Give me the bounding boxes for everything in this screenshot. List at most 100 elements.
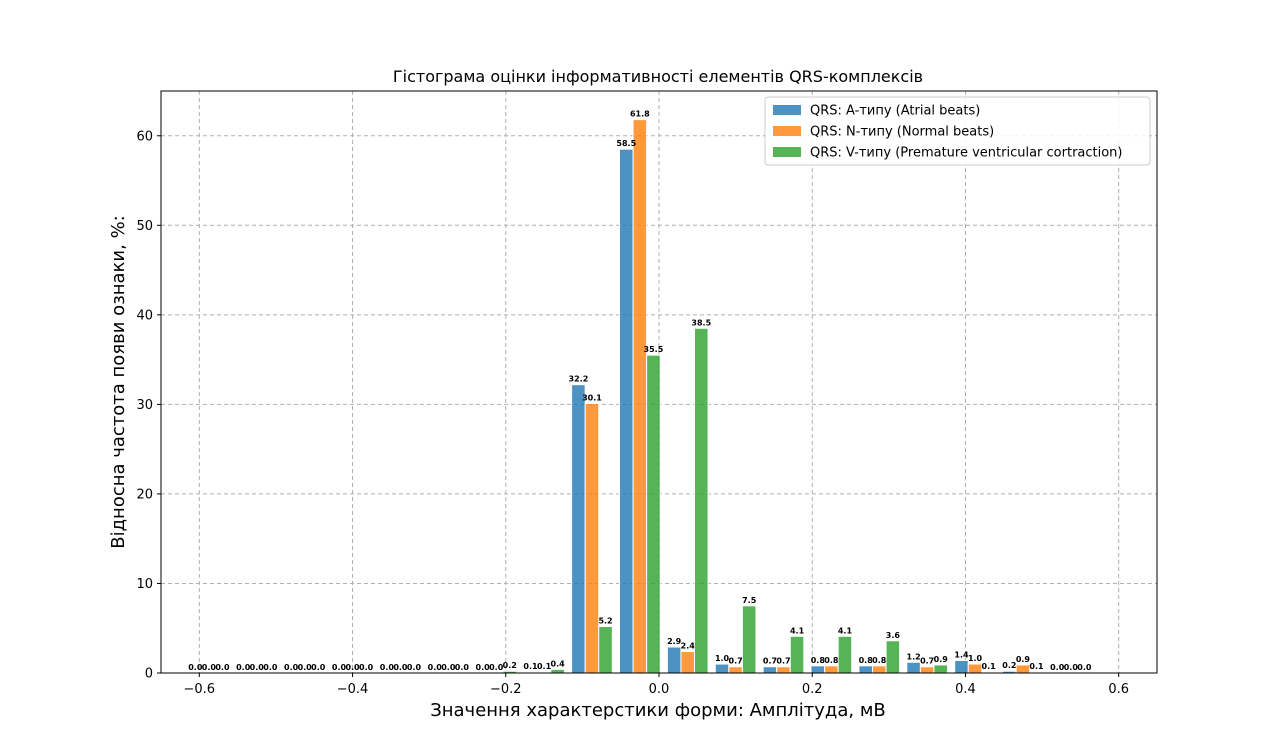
x-tick-label: −0.6 [184,682,216,697]
bar-value-label: 1.2 [907,652,921,661]
bar-value-label: 0.1 [537,662,552,671]
bar-value-label: 0.0 [202,663,217,672]
bar-value-label: 0.1 [1029,662,1044,671]
bar-value-label: 0.1 [982,662,997,671]
bar-value-label: 1.0 [968,654,983,663]
bar-value-label: 0.4 [551,659,566,668]
bar-value-label: 1.4 [954,650,969,659]
bar-value-label: 0.8 [872,656,887,665]
x-tick-label: −0.2 [490,682,522,697]
bar [967,663,983,674]
bar-value-label: 0.8 [811,656,826,665]
x-tick-label: 0.2 [802,682,823,697]
bar-value-label: 0.7 [763,657,777,666]
bar [680,651,696,674]
legend: QRS: A-типу (Atrial beats) QRS: N-типу (N… [764,96,1151,166]
bar [584,402,600,674]
bar [810,665,826,674]
y-tick-label: 20 [136,487,153,502]
y-tick-label: 60 [136,129,153,144]
bar [694,327,709,674]
bar-value-label: 0.0 [250,663,265,672]
bar-value-label: 58.5 [616,139,636,148]
bar [919,666,935,674]
chart-title: Гістограма оцінки інформативності елемен… [393,67,923,86]
bar [571,384,586,674]
bar [666,646,682,674]
bar-value-label: 0.0 [263,663,278,672]
bar [598,625,613,674]
legend-entry-label: QRS: N-типу (Normal beats) [810,125,994,140]
bar-value-label: 7.5 [742,596,757,605]
bar-value-label: 0.0 [407,663,422,672]
bar-value-label: 0.0 [345,663,360,672]
bar [762,666,778,674]
bar-value-label: 0.1 [523,662,538,671]
bar-value-label: 5.2 [598,616,612,625]
bar [1015,664,1031,674]
x-tick-label: 0.6 [1108,682,1129,697]
bar-value-label: 0.0 [476,663,491,672]
bar [824,665,839,674]
y-tick-label: 40 [136,308,153,323]
bar-value-label: 30.1 [582,393,602,402]
bar-value-label: 0.0 [332,663,347,672]
bar-value-label: 0.0 [188,663,203,672]
bar-value-label: 0.0 [311,663,326,672]
bar [618,148,634,674]
y-axis-ticks: 0 10 20 30 40 50 60 [136,129,161,682]
x-tick-label: 0.4 [955,682,976,697]
y-axis-label: Відносна частота появи ознаки, %: [108,215,129,549]
bar-value-label: 0.7 [920,657,934,666]
bar [776,666,791,674]
y-tick-label: 10 [136,577,153,592]
bar-value-label: 0.0 [359,663,374,672]
bar-value-label: 2.4 [681,642,696,651]
bar [741,605,757,674]
bar-value-label: 0.0 [380,663,395,672]
bar [646,354,661,674]
bar-value-label: 0.0 [489,663,504,672]
bars [502,119,1044,674]
bar-value-label: 0.9 [1016,655,1031,664]
bar [714,663,730,674]
bar [933,664,949,674]
bar-value-label: 0.7 [776,657,790,666]
bar-value-label: 32.2 [569,375,589,384]
legend-box [764,96,1151,166]
bar-value-label: 0.7 [729,657,743,666]
y-tick-label: 0 [145,667,153,682]
x-axis-label: Значення характерстики форми: Амплітуда,… [430,700,886,721]
bar-value-label: 61.8 [630,110,650,119]
bar-value-label: 0.8 [824,656,839,665]
bar-value-label: 0.0 [455,663,470,672]
x-tick-label: 0.0 [649,682,670,697]
bar-value-label: 38.5 [691,318,711,327]
legend-entry-label: QRS: A-типу (Atrial beats) [810,104,980,119]
bar-value-label: 4.1 [838,626,853,635]
legend-swatch [773,126,801,136]
bar-value-label: 0.0 [215,663,230,672]
bar-value-label: 0.0 [428,663,443,672]
x-tick-label: −0.4 [337,682,369,697]
data-labels: 0.0 0.0 0.0 0.0 0.0 0.0 0.0 0.132.258.52.91.0 0.… [188,110,1092,672]
bar [858,665,873,674]
bar-value-label: 0.0 [393,663,408,672]
bar-value-label: 1.0 [715,654,730,663]
bar-value-label: 0.9 [934,655,949,664]
bar [728,666,743,674]
bar [837,635,853,674]
legend-entry-label: QRS: V-типу (Premature ventricular cortr… [810,146,1123,161]
bar [871,665,887,674]
bar-value-label: 0.8 [859,656,874,665]
legend-swatch [773,105,801,115]
bar-value-label: 0.2 [1002,661,1016,670]
bar [632,119,648,674]
y-tick-label: 50 [136,219,153,234]
bar-value-label: 0.0 [236,663,251,672]
bar-value-label: 35.5 [644,345,664,354]
bar-value-label: 0.2 [503,661,517,670]
bar-value-label: 3.6 [886,631,901,640]
bar-value-label: 0.0 [1064,663,1079,672]
